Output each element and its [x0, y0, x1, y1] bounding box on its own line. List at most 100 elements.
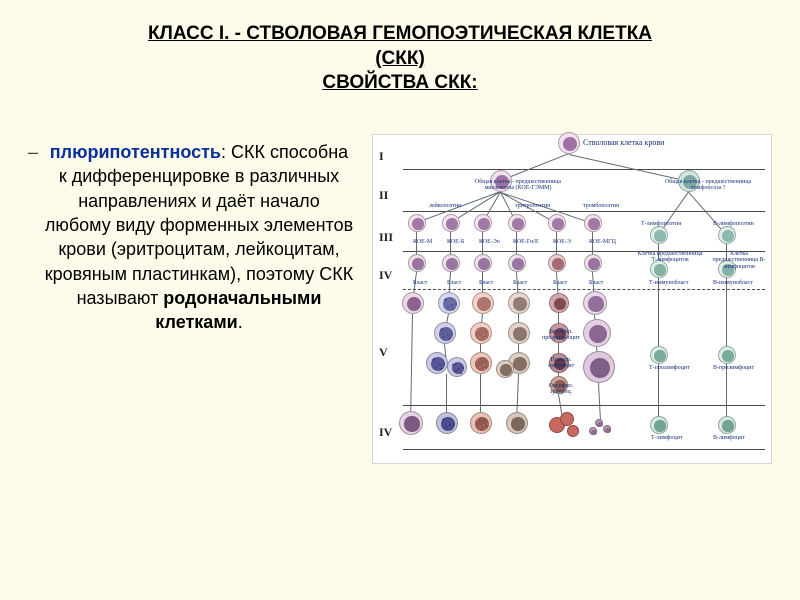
hematopoiesis-diagram: Стволовая клетка крови IIIIIIIVVIVОбщая … — [372, 134, 772, 464]
diagram-roman: IV — [379, 425, 392, 440]
diagram-cell — [583, 351, 615, 383]
diagram-roman: V — [379, 345, 388, 360]
diagram-label: КОЕ-Э — [553, 239, 571, 245]
lead-term: плюрипотентность — [50, 142, 221, 162]
diagram-cell — [474, 214, 492, 232]
diagram-label: Общая клетка - предшественница миелопоэз… — [463, 179, 573, 192]
diagram-hline — [403, 169, 765, 170]
diagram-cell — [496, 360, 514, 378]
diagram-cell — [583, 319, 611, 347]
diagram-label: В-лимфопоэтин — [713, 221, 754, 227]
slide: КЛАСС I. - СТВОЛОВАЯ ГЕМОПОЭТИЧЕСКАЯ КЛЕ… — [0, 0, 800, 600]
diagram-cell — [718, 416, 736, 434]
diagram-cell — [567, 425, 579, 437]
diagram-label: В-пролимфоцит — [713, 365, 754, 371]
diagram-cell — [426, 352, 448, 374]
diagram-hline — [403, 405, 765, 406]
diagram-cell — [402, 292, 424, 314]
diagram-label: Бласт — [447, 280, 461, 286]
diagram-cell — [508, 214, 526, 232]
diagram-cell — [508, 292, 530, 314]
diagram-hline — [403, 211, 765, 212]
diagram-cell — [650, 346, 668, 364]
diagram-label: КОЕ-Б — [447, 239, 464, 245]
diagram-label: КОЕ-МГЦ — [589, 239, 616, 245]
diagram-cell — [447, 357, 467, 377]
diagram-label: Оксифил. эритроц. — [539, 383, 583, 396]
diagram-label: Т-иммунобласт — [649, 280, 689, 286]
diagram-label: Клетка предшественница В-лимфоцитов — [707, 251, 771, 270]
diagram-label: Бласт — [553, 280, 567, 286]
diagram-column: Стволовая клетка крови IIIIIIIVVIVОбщая … — [372, 132, 772, 464]
diagram-label: Т-лимфопоэтин — [641, 221, 681, 227]
diagram-hline — [403, 289, 765, 290]
diagram-cell — [399, 411, 423, 435]
content-row: плюрипотентность: СКК способна к диффере… — [28, 132, 772, 464]
diagram-cell — [408, 254, 426, 272]
diagram-cell — [589, 427, 597, 435]
subtitle: СВОЙСТВА СКК: — [28, 71, 772, 96]
diagram-top-label: Стволовая клетка крови — [583, 139, 664, 147]
diagram-label: Бласт — [413, 280, 427, 286]
diagram-cell — [442, 214, 460, 232]
diagram-cell — [508, 254, 526, 272]
diagram-roman: IV — [379, 268, 392, 283]
diagram-label: Т-лимфоцит — [651, 435, 683, 441]
diagram-cell — [560, 412, 574, 426]
diagram-label: В-лимфоцит — [713, 435, 745, 441]
diagram-label: В-иммунобласт — [713, 280, 753, 286]
diagram-label: Бласт — [479, 280, 493, 286]
diagram-label: лейкопоэтин — [429, 203, 461, 209]
diagram-edge — [598, 383, 601, 421]
diagram-cell — [442, 254, 460, 272]
diagram-cell — [506, 412, 528, 434]
diagram-roman: III — [379, 230, 393, 245]
diagram-label: Полихр. эритроцит — [539, 357, 583, 370]
diagram-roman: I — [379, 149, 384, 164]
para-tail: . — [238, 312, 243, 332]
diagram-cell — [408, 214, 426, 232]
diagram-cell — [548, 254, 566, 272]
diagram-cell — [434, 322, 456, 344]
diagram-cell — [584, 254, 602, 272]
diagram-cell — [650, 226, 668, 244]
diagram-cell — [584, 214, 602, 232]
diagram-label: Базофил. проэритр-оцит — [539, 329, 583, 342]
diagram-cell — [438, 292, 460, 314]
bullet-pluripotency: плюрипотентность: СКК способна к диффере… — [28, 140, 354, 334]
diagram-cell — [474, 254, 492, 272]
diagram-label: КОЕ-Эо — [479, 239, 500, 245]
diagram-edge — [726, 278, 727, 355]
diagram-label: Бласт — [589, 280, 603, 286]
diagram-label: КОЕ-М — [413, 239, 432, 245]
diagram-hline — [403, 449, 765, 450]
title-line-2: (СКК) — [28, 47, 772, 72]
diagram-cell — [650, 416, 668, 434]
diagram-cell — [470, 412, 492, 434]
diagram-cell — [595, 419, 603, 427]
diagram-cell — [583, 291, 607, 315]
diagram-roman: II — [379, 188, 388, 203]
diagram-cell — [603, 425, 611, 433]
diagram-cell — [718, 226, 736, 244]
diagram-cell — [508, 322, 530, 344]
diagram-cell — [558, 132, 580, 154]
diagram-cell — [470, 322, 492, 344]
diagram-edge — [658, 278, 659, 355]
title-line-1: КЛАСС I. - СТВОЛОВАЯ ГЕМОПОЭТИЧЕСКАЯ КЛЕ… — [28, 22, 772, 47]
diagram-label: Клетка предшественница Т-лимфоцитов — [635, 251, 705, 264]
diagram-cell — [470, 352, 492, 374]
diagram-edge — [410, 314, 413, 423]
diagram-edge — [569, 154, 689, 182]
diagram-label: Т-пролимфоцит — [649, 365, 690, 371]
diagram-label: Общая клетка - предшественница лимфопоэз… — [659, 179, 757, 192]
diagram-cell — [718, 346, 736, 364]
slide-title: КЛАСС I. - СТВОЛОВАЯ ГЕМОПОЭТИЧЕСКАЯ КЛЕ… — [28, 22, 772, 96]
diagram-cell — [472, 292, 494, 314]
diagram-cell — [548, 214, 566, 232]
diagram-cell — [549, 293, 569, 313]
diagram-label: Бласт — [513, 280, 527, 286]
diagram-label: эритропоэтин — [515, 203, 550, 209]
para-main: : СКК способна к дифференцировке в разли… — [45, 142, 354, 308]
text-column: плюрипотентность: СКК способна к диффере… — [28, 132, 354, 334]
